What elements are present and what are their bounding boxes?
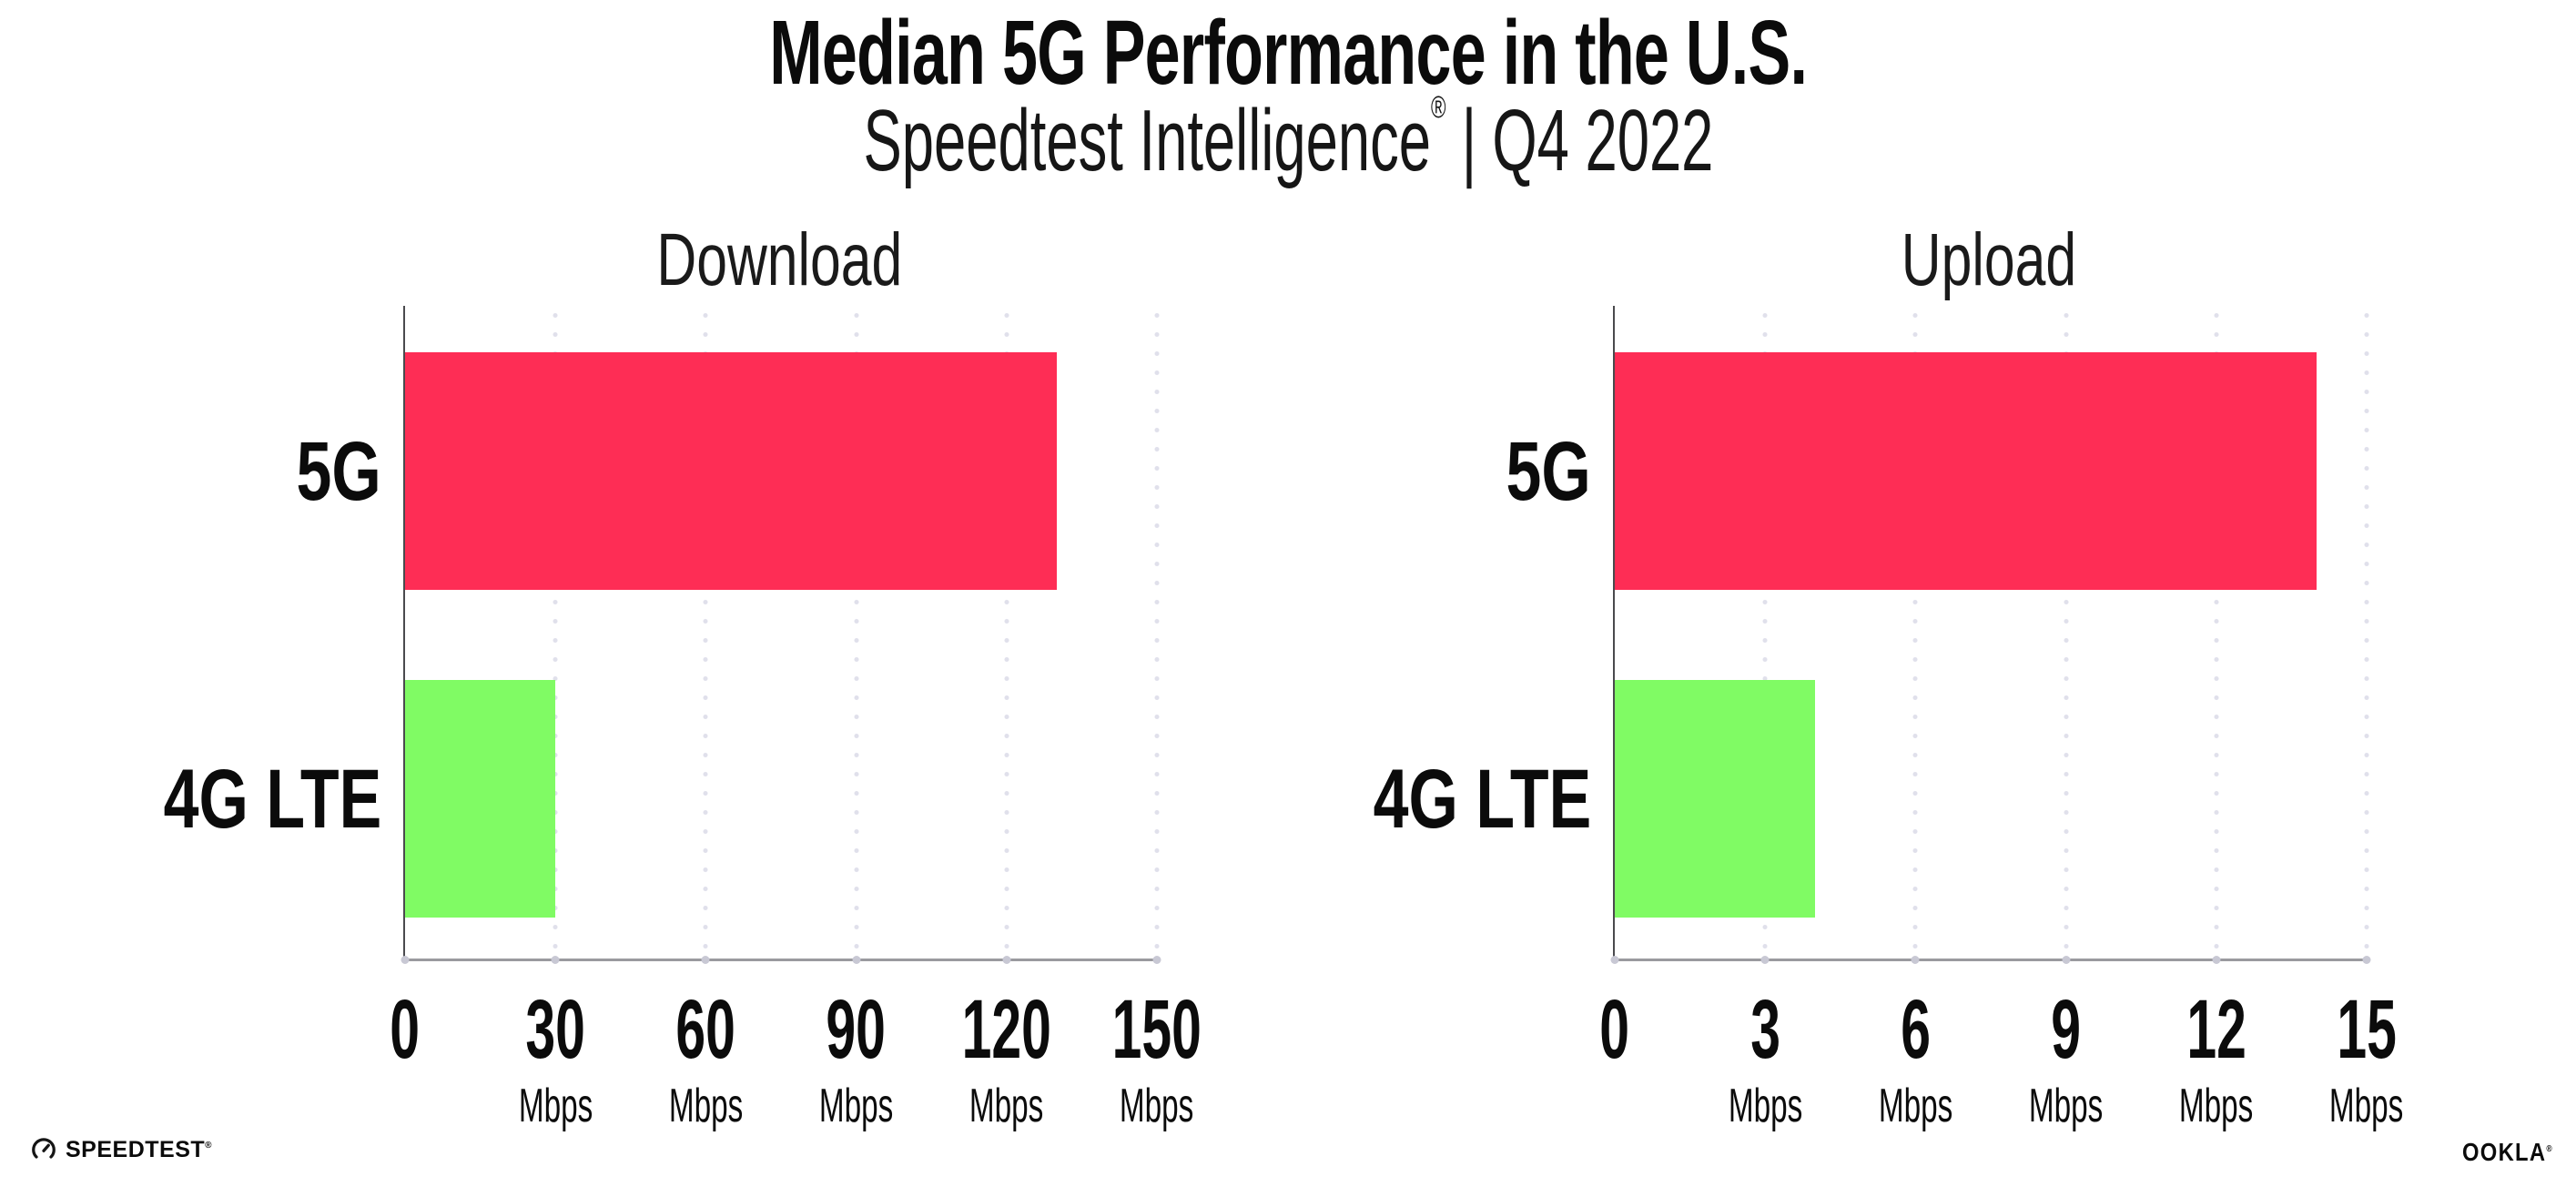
x-axis-line bbox=[403, 959, 1157, 961]
registered-mark-icon: ® bbox=[1430, 90, 1446, 125]
x-tick-label-15: 15 Mbps bbox=[2248, 988, 2485, 1130]
category-label-text: 4G LTE bbox=[1373, 752, 1591, 846]
tick-unit: Mbps bbox=[2028, 1080, 2104, 1132]
x-tick-label-6: 6 Mbps bbox=[1797, 988, 2033, 1130]
gridline-90 bbox=[853, 306, 859, 959]
ookla-wordmark: OOKLA® bbox=[2462, 1138, 2553, 1166]
x-axis-line bbox=[1613, 959, 2367, 961]
category-label-text: 5G bbox=[296, 424, 381, 518]
x-tick-label-3: 3 Mbps bbox=[1647, 988, 1883, 1130]
bar-5g-upload bbox=[1615, 352, 2317, 590]
tick-value: 3 bbox=[1749, 983, 1780, 1076]
tick-value: 0 bbox=[1599, 983, 1630, 1076]
chart-title-download: Download bbox=[403, 218, 1155, 301]
category-label-4g-lte: 4G LTE bbox=[1209, 680, 1591, 918]
tick-dot-15 bbox=[2362, 956, 2371, 964]
speedtest-registered-icon: ® bbox=[205, 1140, 213, 1151]
ookla-registered-icon: ® bbox=[2546, 1144, 2553, 1154]
subtitle-period: Q4 2022 bbox=[1491, 92, 1713, 189]
tick-dot-12 bbox=[2212, 956, 2221, 964]
tick-value: 150 bbox=[1111, 983, 1202, 1076]
x-tick-label-30: 30 Mbps bbox=[437, 988, 674, 1130]
page-subtitle: Speedtest Intelligence® | Q4 2022 bbox=[0, 90, 2576, 189]
tick-value: 120 bbox=[961, 983, 1051, 1076]
x-tick-label-150: 150 Mbps bbox=[1039, 988, 1275, 1130]
upload-plot-area: 5G 4G LTE 0 3 Mbps 6 Mbps 9 Mbps 12 Mbps 15 Mbps bbox=[1373, 306, 2404, 1130]
category-label-4g-lte: 4G LTE bbox=[0, 680, 381, 918]
ookla-logo: OOKLA® bbox=[2462, 1140, 2569, 1165]
speedtest-wordmark: SPEEDTEST® bbox=[66, 1136, 213, 1162]
gridline-120 bbox=[1003, 306, 1009, 959]
tick-dot-120 bbox=[1002, 956, 1011, 964]
gridline-15 bbox=[2364, 306, 2369, 959]
x-tick-label-120: 120 Mbps bbox=[888, 988, 1125, 1130]
download-plot-area: 5G 4G LTE 0 30 Mbps 60 Mbps 90 Mbps 120 Mbps 150 Mbp… bbox=[163, 306, 1202, 1130]
subtitle-brand: Speedtest Intelligence bbox=[863, 92, 1431, 189]
tick-dot-3 bbox=[1760, 956, 1770, 964]
page-title-text: Median 5G Performance in the U.S. bbox=[769, 2, 1808, 104]
subtitle-separator: | bbox=[1461, 92, 1476, 189]
tick-dot-30 bbox=[551, 956, 560, 964]
chart-title-text: Upload bbox=[1901, 218, 2077, 301]
bar-5g-download bbox=[405, 352, 1057, 590]
tick-unit: Mbps bbox=[1878, 1080, 1953, 1132]
gridline-9 bbox=[2063, 306, 2069, 959]
tick-unit: Mbps bbox=[1728, 1080, 1802, 1132]
tick-dot-0 bbox=[1610, 956, 1619, 964]
chart-title-text: Download bbox=[656, 218, 902, 301]
speedtest-gauge-icon bbox=[32, 1138, 56, 1159]
bar-4g-lte-upload bbox=[1615, 680, 1816, 918]
x-tick-label-9: 9 Mbps bbox=[1948, 988, 2185, 1130]
tick-unit: Mbps bbox=[1120, 1080, 1194, 1132]
tick-value: 9 bbox=[2051, 983, 2081, 1076]
tick-value: 60 bbox=[675, 983, 736, 1076]
x-tick-label-0: 0 bbox=[1496, 988, 1733, 1071]
bar-4g-lte-download bbox=[405, 680, 556, 918]
speedtest-logo: SPEEDTEST® bbox=[30, 1136, 212, 1163]
gridline-30 bbox=[553, 306, 559, 959]
tick-unit: Mbps bbox=[2179, 1080, 2254, 1132]
tick-unit: Mbps bbox=[969, 1080, 1044, 1132]
gridline-6 bbox=[1912, 306, 1919, 959]
gridline-3 bbox=[1762, 306, 1769, 959]
tick-unit: Mbps bbox=[818, 1080, 894, 1132]
page-title: Median 5G Performance in the U.S. bbox=[0, 5, 2576, 101]
tick-value: 0 bbox=[390, 983, 421, 1076]
chart-title-upload: Upload bbox=[1613, 218, 2365, 301]
tick-dot-0 bbox=[401, 956, 410, 964]
tick-value: 6 bbox=[1901, 983, 1931, 1076]
x-tick-label-0: 0 bbox=[287, 988, 523, 1071]
tick-dot-6 bbox=[1911, 956, 1920, 964]
tick-unit: Mbps bbox=[2329, 1080, 2404, 1132]
gridline-150 bbox=[1154, 306, 1160, 959]
tick-dot-90 bbox=[852, 956, 861, 964]
gridline-12 bbox=[2213, 306, 2219, 959]
category-label-5g: 5G bbox=[1209, 352, 1591, 590]
tick-value: 90 bbox=[826, 983, 887, 1076]
category-label-text: 4G LTE bbox=[163, 752, 381, 846]
tick-value: 12 bbox=[2186, 983, 2246, 1076]
x-tick-label-12: 12 Mbps bbox=[2098, 988, 2335, 1130]
tick-dot-9 bbox=[2062, 956, 2071, 964]
tick-dot-60 bbox=[701, 956, 710, 964]
gridline-60 bbox=[703, 306, 709, 959]
tick-value: 30 bbox=[525, 983, 585, 1076]
category-label-text: 5G bbox=[1506, 424, 1591, 518]
tick-dot-150 bbox=[1152, 956, 1161, 964]
tick-value: 15 bbox=[2337, 983, 2397, 1076]
tick-unit: Mbps bbox=[518, 1080, 593, 1132]
tick-unit: Mbps bbox=[668, 1080, 744, 1132]
x-tick-label-60: 60 Mbps bbox=[587, 988, 824, 1130]
category-label-5g: 5G bbox=[0, 352, 381, 590]
x-tick-label-90: 90 Mbps bbox=[738, 988, 975, 1130]
